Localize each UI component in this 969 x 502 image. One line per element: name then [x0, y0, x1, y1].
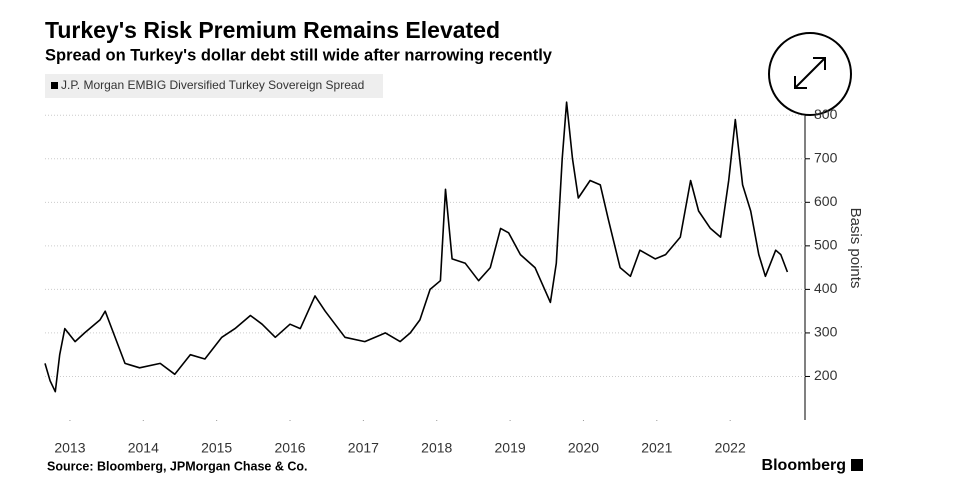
x-tick-label: 2017: [348, 440, 379, 456]
y-tick-label: 500: [814, 237, 838, 253]
x-tick-label: 2015: [201, 440, 232, 456]
expand-button[interactable]: [768, 32, 852, 116]
y-tick-label: 200: [814, 367, 838, 383]
x-tick-label: 2021: [641, 440, 672, 456]
y-tick-label: 800: [814, 106, 838, 122]
brand: Bloomberg: [762, 457, 846, 474]
brand-icon: [851, 459, 863, 471]
legend-label: J.P. Morgan EMBIG Diversified Turkey Sov…: [61, 78, 364, 92]
chart-title: Turkey's Risk Premium Remains Elevated: [45, 17, 500, 43]
x-tick-label: 2022: [715, 440, 746, 456]
expand-icon[interactable]: [794, 57, 826, 89]
y-tick-label: 400: [814, 280, 838, 296]
source: Source: Bloomberg, JPMorgan Chase & Co.: [47, 459, 307, 473]
series-line: [44, 101, 789, 393]
chart-subtitle: Spread on Turkey's dollar debt still wid…: [45, 46, 553, 64]
y-tick-label: 600: [814, 193, 838, 209]
x-tick-label: 2013: [54, 440, 85, 456]
legend-box: [45, 74, 383, 98]
x-tick-label: 2018: [421, 440, 452, 456]
y-axis-label: Basis points: [847, 208, 864, 289]
y-tick-label: 300: [814, 324, 838, 340]
y-tick-label: 700: [814, 149, 838, 165]
legend-swatch: [51, 82, 58, 89]
x-tick-label: 2014: [128, 440, 159, 456]
x-tick-label: 2016: [274, 440, 305, 456]
x-tick-label: 2020: [568, 440, 599, 456]
x-tick-label: 2019: [495, 440, 526, 456]
